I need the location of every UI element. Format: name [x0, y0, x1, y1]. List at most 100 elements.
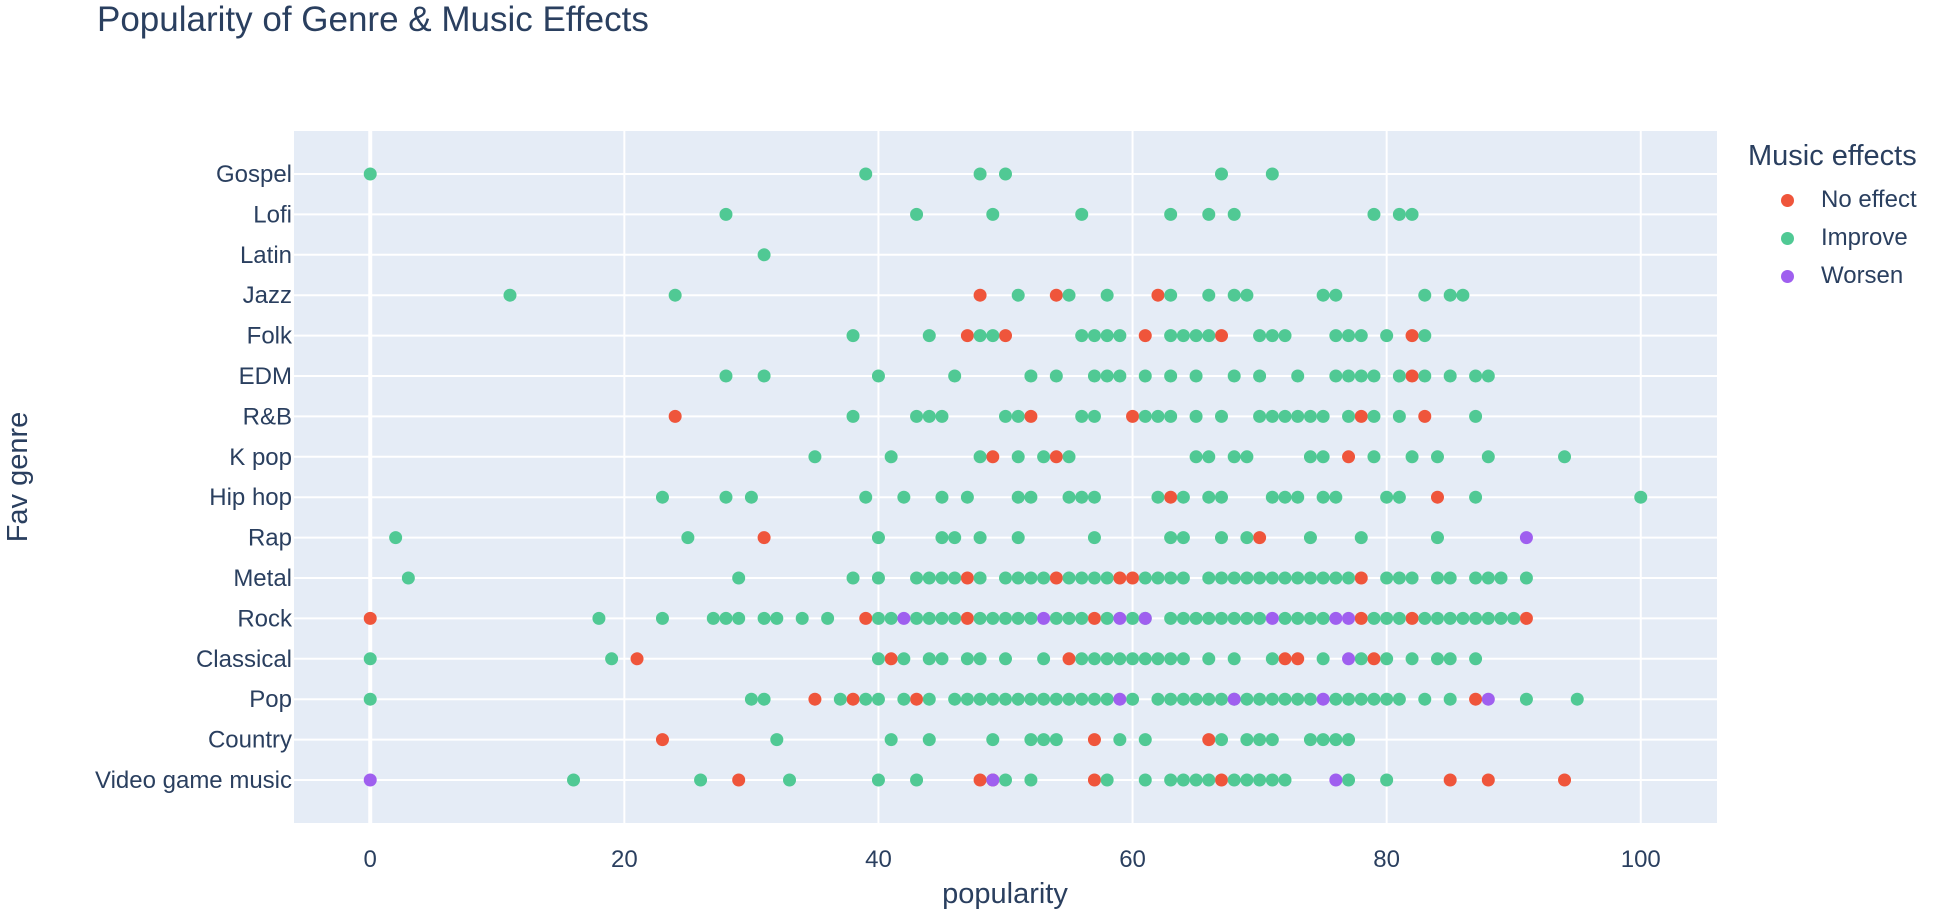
point-improve	[1278, 571, 1292, 585]
point-improve	[1214, 490, 1228, 504]
point-improve	[1240, 288, 1254, 302]
point-no-effect	[1113, 571, 1127, 585]
point-improve	[1392, 611, 1406, 625]
point-improve	[1418, 329, 1432, 343]
point-improve	[1367, 611, 1381, 625]
point-improve	[1380, 652, 1394, 666]
point-improve	[1405, 207, 1419, 221]
point-improve	[1278, 692, 1292, 706]
point-improve	[732, 571, 746, 585]
point-improve	[999, 571, 1012, 585]
point-improve	[1164, 409, 1178, 423]
y-tick-label: Gospel	[216, 161, 292, 188]
point-improve	[757, 248, 771, 262]
point-improve	[922, 611, 936, 625]
point-improve	[1087, 692, 1101, 706]
y-axis-ticks: Gospel Lofi Latin Jazz Folk EDM R&B K pop Hip ho…	[95, 161, 293, 794]
point-improve	[1342, 571, 1356, 585]
point-improve	[1265, 571, 1279, 585]
point-improve	[1380, 611, 1394, 625]
point-improve	[1469, 571, 1483, 585]
point-no-effect	[1126, 571, 1140, 585]
point-improve	[795, 611, 809, 625]
point-improve	[999, 409, 1012, 423]
point-improve	[681, 531, 695, 545]
point-improve	[1087, 329, 1101, 343]
point-improve	[871, 369, 885, 383]
legend-item-worsen[interactable]: Worsen	[1748, 257, 1917, 295]
point-improve	[1329, 288, 1343, 302]
legend-label-improve: Improve	[1821, 224, 1908, 251]
point-improve	[1405, 652, 1419, 666]
y-tick-label: Classical	[196, 646, 292, 673]
point-improve	[1189, 329, 1203, 343]
point-improve	[1443, 288, 1457, 302]
point-improve	[1481, 450, 1495, 464]
point-improve	[922, 692, 936, 706]
point-improve	[1138, 733, 1152, 747]
point-improve	[1303, 692, 1317, 706]
point-improve	[1214, 167, 1228, 181]
y-tick-label: Metal	[233, 565, 292, 592]
point-worsen	[1316, 692, 1330, 706]
point-improve	[757, 692, 771, 706]
point-improve	[1164, 329, 1178, 343]
point-improve	[935, 611, 949, 625]
point-improve	[1011, 450, 1025, 464]
point-improve	[999, 692, 1012, 706]
point-improve	[1202, 450, 1216, 464]
point-improve	[922, 329, 936, 343]
point-improve	[1024, 369, 1038, 383]
legend-item-no-effect[interactable]: No effect	[1748, 181, 1917, 219]
point-improve	[1469, 490, 1483, 504]
point-no-effect	[668, 409, 682, 423]
point-improve	[871, 692, 885, 706]
point-improve	[1367, 369, 1381, 383]
point-improve	[1227, 652, 1241, 666]
point-improve	[1430, 531, 1444, 545]
point-improve	[1024, 692, 1038, 706]
point-improve	[1189, 450, 1203, 464]
point-improve	[859, 692, 873, 706]
point-improve	[719, 611, 733, 625]
point-improve	[910, 571, 924, 585]
point-improve	[1303, 531, 1317, 545]
point-improve	[973, 450, 987, 464]
point-improve	[1303, 571, 1317, 585]
point-improve	[770, 733, 784, 747]
point-improve	[859, 167, 873, 181]
y-tick-label: Pop	[249, 686, 292, 713]
point-improve	[1011, 611, 1025, 625]
point-improve	[1100, 329, 1114, 343]
point-improve	[1151, 490, 1165, 504]
point-improve	[1037, 571, 1051, 585]
point-improve	[1392, 571, 1406, 585]
point-improve	[922, 409, 936, 423]
y-tick-label: Folk	[247, 323, 293, 350]
point-improve	[948, 611, 962, 625]
point-improve	[757, 369, 771, 383]
point-improve	[1189, 692, 1203, 706]
point-improve	[884, 733, 898, 747]
point-improve	[1049, 369, 1063, 383]
point-improve	[897, 490, 911, 504]
point-improve	[1354, 329, 1368, 343]
point-no-effect	[973, 288, 987, 302]
x-tick-label: 80	[1373, 846, 1400, 873]
point-no-effect	[1138, 329, 1152, 343]
point-improve	[1087, 571, 1101, 585]
point-no-effect	[1367, 652, 1381, 666]
point-improve	[1176, 692, 1190, 706]
point-improve	[1316, 652, 1330, 666]
point-no-effect	[363, 611, 377, 625]
point-improve	[1151, 409, 1165, 423]
point-improve	[935, 490, 949, 504]
point-improve	[1138, 773, 1152, 787]
point-improve	[986, 329, 1000, 343]
point-improve	[1418, 288, 1432, 302]
point-improve	[1075, 692, 1089, 706]
legend-item-improve[interactable]: Improve	[1748, 219, 1917, 257]
point-improve	[999, 773, 1012, 787]
point-improve	[1303, 450, 1317, 464]
point-improve	[1202, 571, 1216, 585]
